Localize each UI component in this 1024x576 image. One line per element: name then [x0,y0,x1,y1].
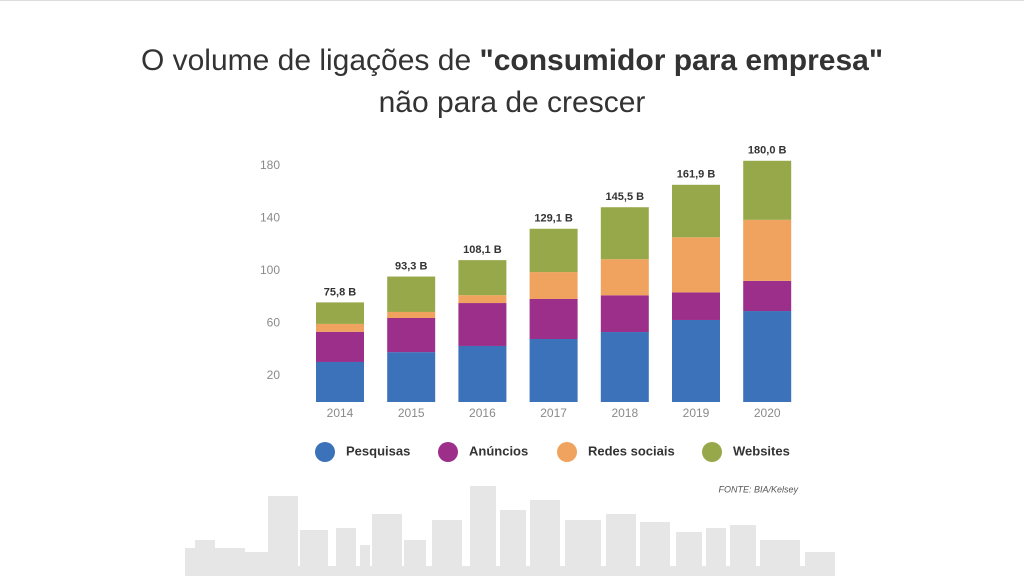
bar-segment [387,276,436,312]
y-tick-label: 60 [267,315,281,329]
bar-segment [316,331,364,362]
bar-segment [458,345,507,402]
bar-segment [672,292,720,320]
total-label: 93,3 B [395,260,427,272]
bar-segment [672,237,720,293]
x-tick-label: 2017 [540,406,567,420]
total-label: 180,0 B [748,145,787,157]
y-tick-label: 20 [267,368,281,382]
legend-label: Redes sociais [588,443,675,458]
x-tick-label: 2015 [398,406,425,420]
y-tick-label: 100 [260,263,280,277]
bar-segment [387,318,436,353]
bar-segment [672,184,720,238]
bar-segment [743,311,792,402]
bar-segment [316,302,364,324]
total-label: 161,9 B [677,169,716,181]
legend-swatch [315,442,335,462]
x-tick-label: 2016 [469,406,496,420]
legend-swatch [557,442,577,462]
source: FONTE: BIA/Kelsey [718,484,798,494]
bar-segment [529,228,578,273]
title-bold: "consumidor para empresa" [479,44,883,77]
chart-title-line2: não para de crescer [379,86,646,119]
bar-segment [458,295,507,304]
bar-segment [743,219,792,281]
chart-title: O volume de ligações de "consumidor para… [141,44,883,77]
bar-segment [316,361,364,402]
bar-segment [600,332,649,402]
x-tick-label: 2014 [327,406,354,420]
bar-segment [600,207,649,260]
bar-segment [743,160,792,220]
x-tick-label: 2020 [754,406,781,420]
bar-segment [316,323,364,332]
title-regular: O volume de ligações de [141,44,480,77]
bar-segment [600,259,649,296]
total-label: 75,8 B [324,286,356,298]
bar-segment [458,303,507,346]
legend-swatch [702,442,722,462]
legend-label: Pesquisas [346,443,410,458]
skyline [185,486,835,576]
bar-segment [672,319,720,402]
x-tick-label: 2019 [683,406,710,420]
bar-segment [529,339,578,402]
bar-segment [600,295,649,333]
bar-segment [529,298,578,340]
total-label: 129,1 B [534,213,573,225]
legend-label: Anúncios [469,443,528,458]
bar-segment [387,311,436,319]
legend-swatch [438,442,458,462]
bar-segment [387,352,436,402]
total-label: 108,1 B [463,244,502,256]
y-tick-label: 180 [260,158,280,172]
bar-segment [743,280,792,312]
total-label: 145,5 B [606,191,645,203]
y-tick-label: 140 [260,210,280,224]
bar-segment [458,260,507,296]
legend-label: Websites [733,443,790,458]
x-tick-label: 2018 [611,406,638,420]
bar-segment [529,272,578,299]
